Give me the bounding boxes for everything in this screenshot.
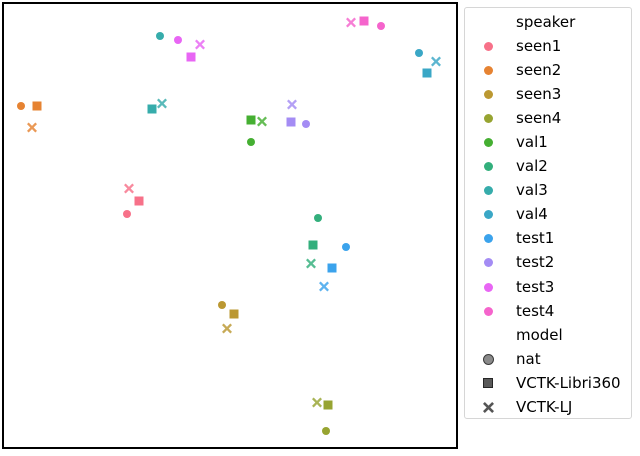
legend-item-label: VCTK-LJ bbox=[516, 398, 573, 417]
legend-title-speaker: speaker bbox=[465, 10, 631, 34]
circle-marker-icon bbox=[475, 162, 501, 172]
circle-marker-icon bbox=[475, 41, 501, 51]
circle-marker-icon bbox=[475, 282, 501, 292]
legend-item-test3: test3 bbox=[465, 275, 631, 299]
circle-marker-icon bbox=[475, 113, 501, 123]
square-marker-icon bbox=[475, 378, 501, 389]
legend-item-label: val3 bbox=[516, 181, 548, 200]
legend-item-val1: val1 bbox=[465, 130, 631, 154]
circle-marker-icon bbox=[475, 89, 501, 99]
circle-marker-icon bbox=[475, 186, 501, 196]
legend-item-seen4: seen4 bbox=[465, 106, 631, 130]
legend-item-test1: test1 bbox=[465, 227, 631, 251]
legend-item-label: nat bbox=[516, 349, 541, 368]
legend-item-label: seen4 bbox=[516, 108, 562, 127]
legend-item-label: test2 bbox=[516, 253, 555, 272]
legend-item-test4: test4 bbox=[465, 299, 631, 323]
plot-axes-frame bbox=[2, 2, 458, 449]
legend-item-label: test4 bbox=[516, 301, 555, 320]
legend-item-VCTK-LJ: VCTK-LJ bbox=[465, 396, 631, 420]
legend-title-model: model bbox=[465, 323, 631, 347]
legend: speaker seen1 seen2 seen3 seen4 val1 val2 val3 v… bbox=[464, 7, 632, 419]
legend-item-val3: val3 bbox=[465, 179, 631, 203]
legend-item-seen2: seen2 bbox=[465, 58, 631, 82]
legend-item-seen3: seen3 bbox=[465, 82, 631, 106]
legend-item-label: seen3 bbox=[516, 84, 562, 103]
legend-item-val4: val4 bbox=[465, 203, 631, 227]
legend-item-label: val2 bbox=[516, 157, 548, 176]
x-marker-icon bbox=[475, 402, 501, 414]
legend-item-seen1: seen1 bbox=[465, 34, 631, 58]
legend-item-label: val4 bbox=[516, 205, 548, 224]
circle-marker-icon bbox=[475, 65, 501, 75]
circle-marker-icon bbox=[475, 210, 501, 220]
legend-title-label: speaker bbox=[516, 12, 576, 31]
legend-item-test2: test2 bbox=[465, 251, 631, 275]
legend-item-label: test1 bbox=[516, 229, 555, 248]
legend-item-nat: nat bbox=[465, 347, 631, 371]
legend-item-VCTK-Libri360: VCTK-Libri360 bbox=[465, 371, 631, 395]
legend-title-label: model bbox=[516, 325, 563, 344]
circle-marker-icon bbox=[475, 138, 501, 148]
circle-marker-icon bbox=[475, 258, 501, 268]
legend-item-label: VCTK-Libri360 bbox=[516, 373, 621, 392]
circle-marker-icon bbox=[475, 234, 501, 244]
legend-item-label: seen1 bbox=[516, 36, 562, 55]
circle-marker-icon bbox=[475, 353, 501, 365]
legend-item-label: seen2 bbox=[516, 60, 562, 79]
legend-item-label: test3 bbox=[516, 277, 555, 296]
legend-item-val2: val2 bbox=[465, 155, 631, 179]
legend-item-label: val1 bbox=[516, 133, 548, 152]
circle-marker-icon bbox=[475, 306, 501, 316]
